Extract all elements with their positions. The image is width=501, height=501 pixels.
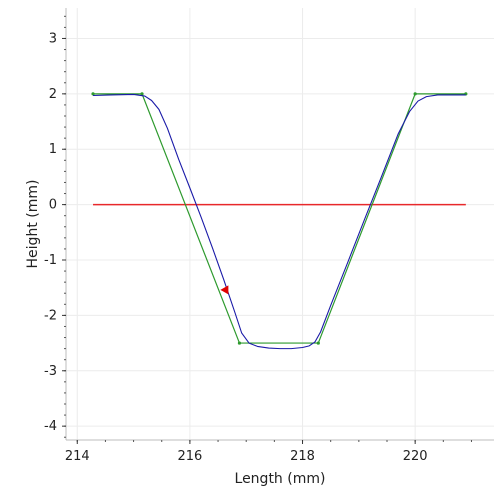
grid: [66, 8, 494, 440]
nominal-vertex-point: [237, 341, 242, 345]
x-tick-label: 218: [290, 449, 315, 464]
y-tick-label: -2: [44, 308, 57, 323]
nominal-vertex-point: [413, 92, 417, 96]
cursor-marker-triangle[interactable]: [220, 285, 229, 295]
nominal-profile-line: [93, 93, 466, 344]
y-tick-label: -3: [44, 364, 57, 379]
y-tick-label: 3: [49, 31, 57, 46]
x-tick-label: 220: [403, 449, 428, 464]
y-tick-label: -4: [44, 419, 57, 434]
y-tick-label: 2: [49, 87, 57, 102]
measured-profile-line: [93, 93, 466, 350]
y-tick-label: -1: [44, 253, 57, 268]
x-tick-label: 214: [65, 449, 90, 464]
x-tick-label: 216: [177, 449, 202, 464]
y-axis-title: Height (mm): [25, 180, 41, 269]
marker-layer: [220, 285, 229, 295]
series-layer: [91, 92, 468, 350]
axes: 3 2 1 0 -1 -2 -3 -4 214 216 218 220: [44, 8, 494, 464]
x-axis-title: Length (mm): [235, 471, 326, 487]
nominal-vertex-point: [91, 92, 95, 96]
y-tick-label: 0: [49, 198, 57, 213]
y-tick-label: 1: [49, 142, 57, 157]
nominal-vertex-point: [316, 341, 320, 345]
nominal-vertex-point: [140, 92, 144, 96]
